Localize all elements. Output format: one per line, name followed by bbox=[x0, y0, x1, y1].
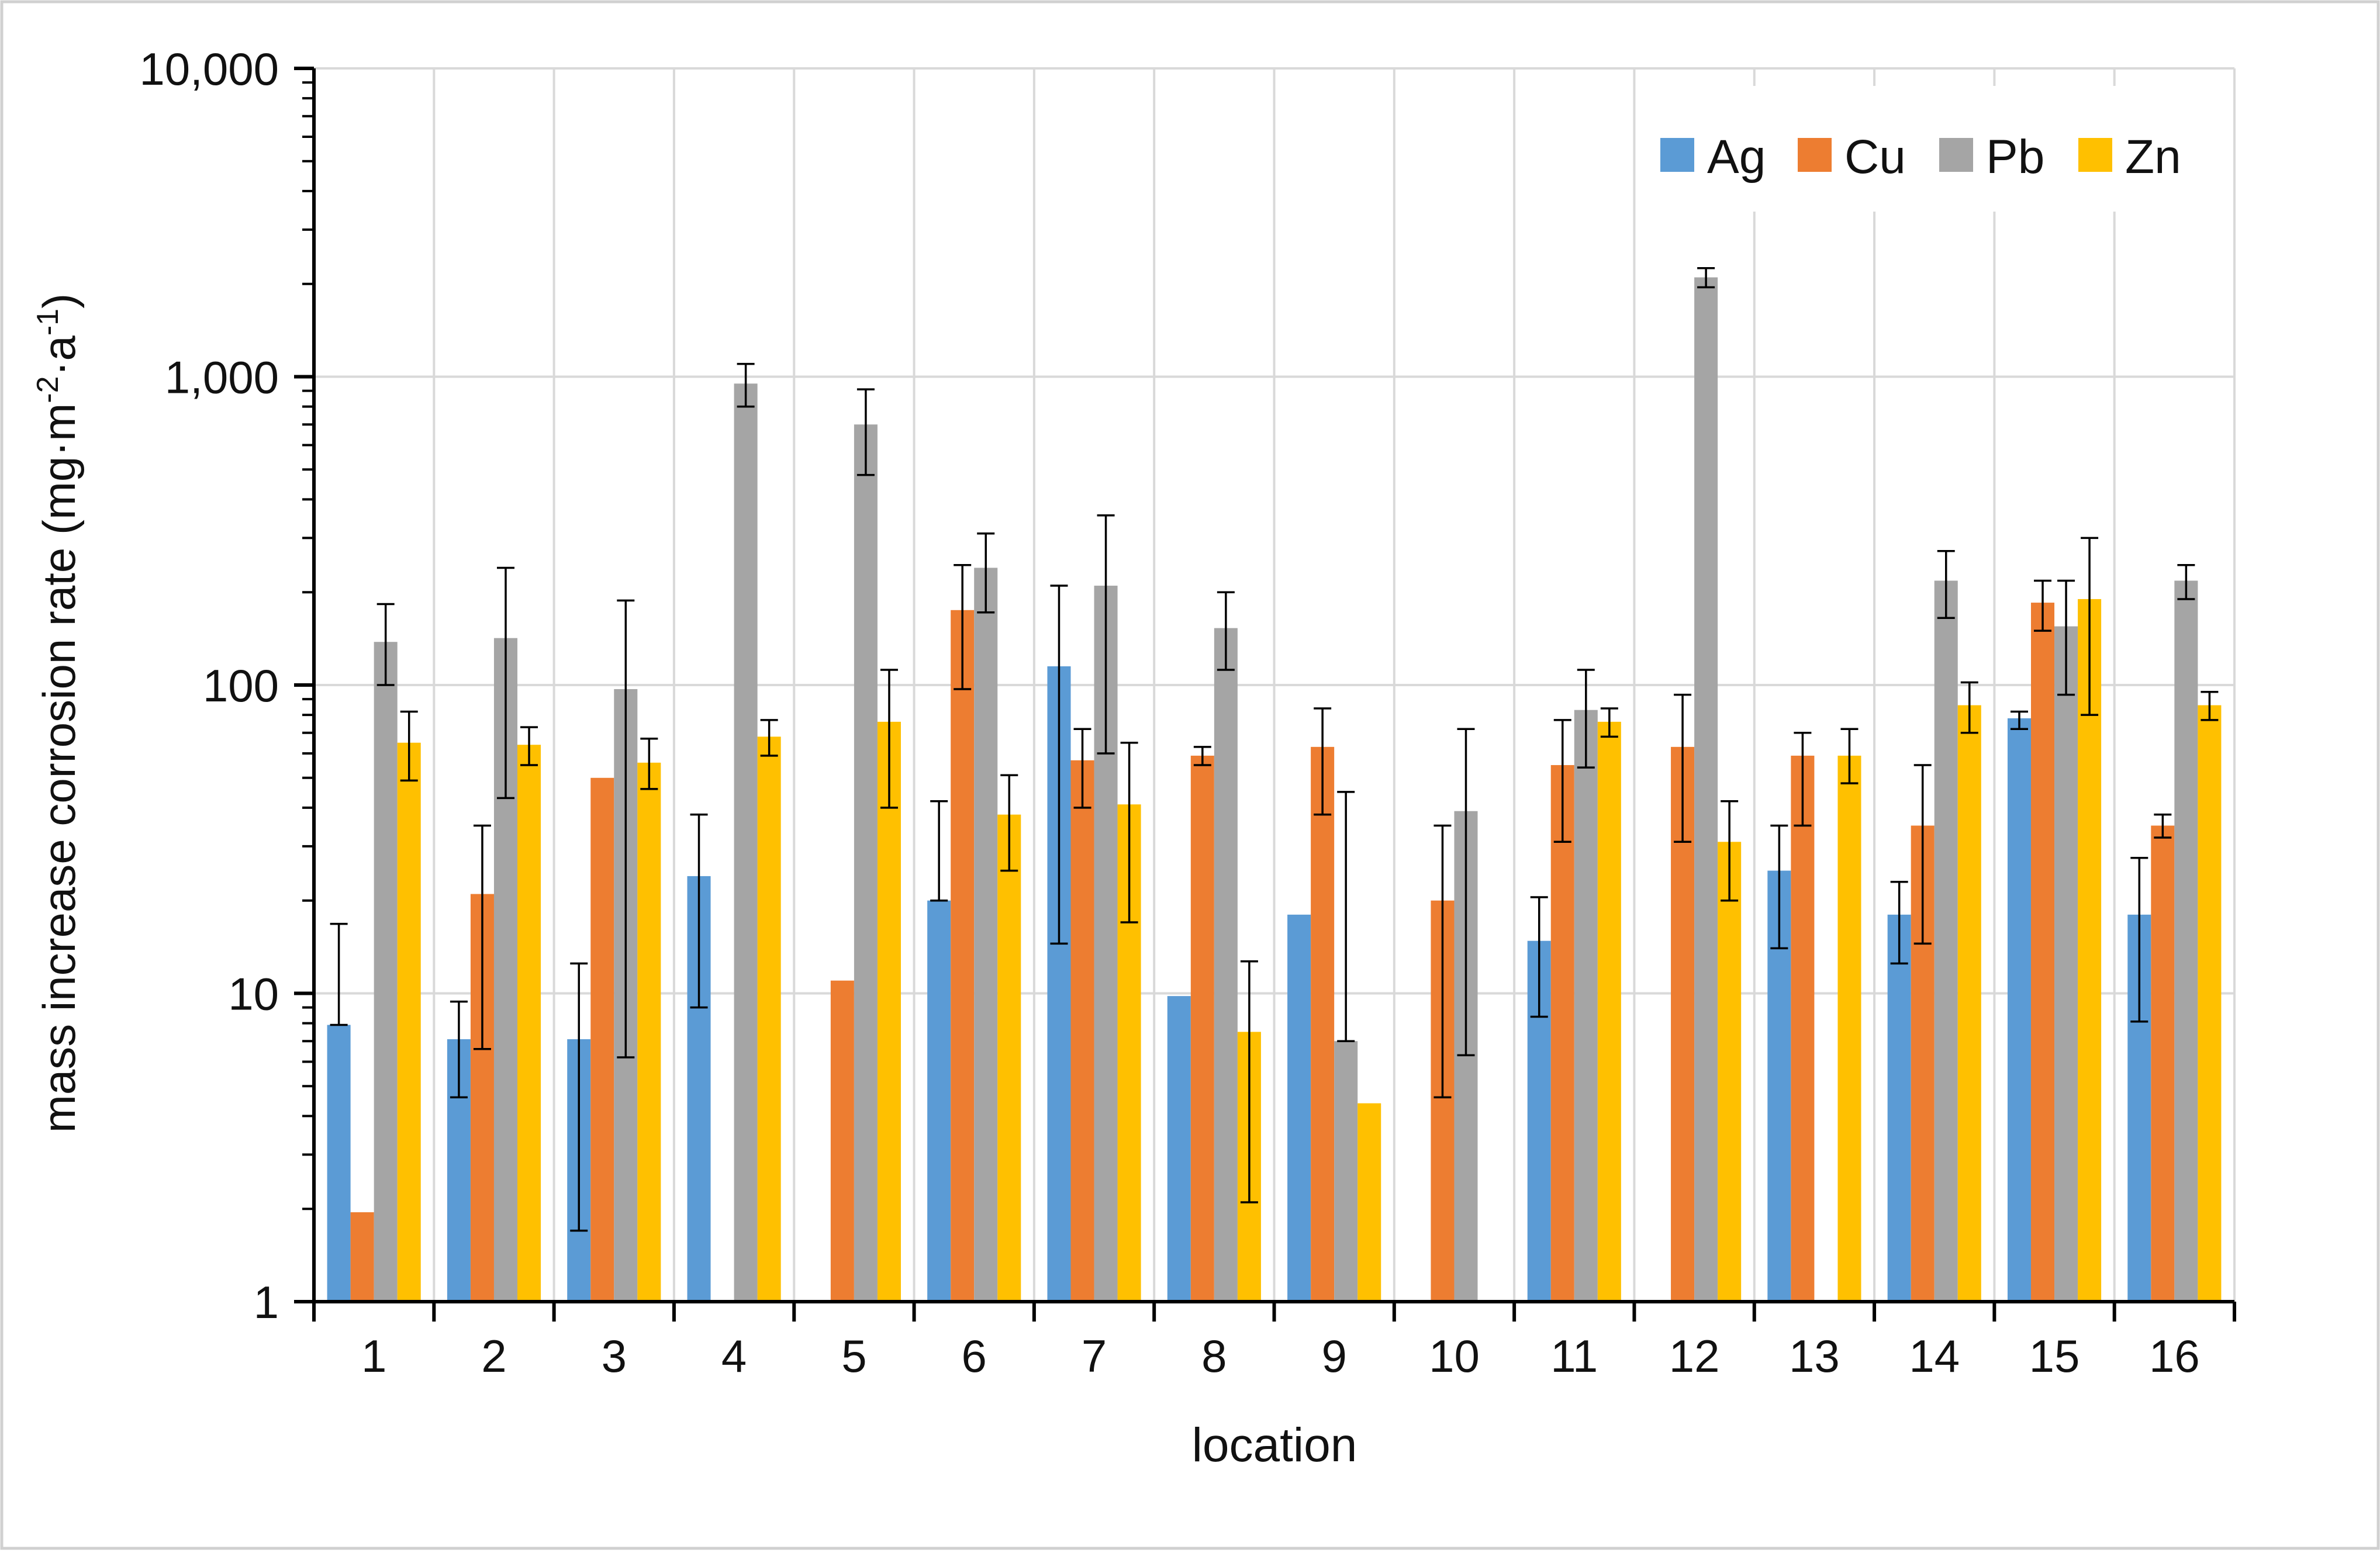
x-tick-label: 10 bbox=[1429, 1330, 1480, 1382]
x-tick-label: 16 bbox=[2149, 1330, 2200, 1382]
bars bbox=[327, 277, 2222, 1302]
bar-zn bbox=[397, 742, 421, 1302]
bar-cu bbox=[1190, 755, 1214, 1302]
legend-swatch-ag bbox=[1660, 138, 1694, 172]
bar-ag bbox=[2007, 718, 2031, 1302]
bar-cu bbox=[830, 980, 854, 1302]
legend-label-cu: Cu bbox=[1844, 130, 1906, 184]
x-tick-label: 2 bbox=[481, 1330, 506, 1382]
legend-label-pb: Pb bbox=[1986, 130, 2044, 184]
bar-pb bbox=[734, 383, 758, 1302]
bar-cu bbox=[1311, 746, 1335, 1302]
bar-cu bbox=[1791, 755, 1815, 1302]
bar-cu bbox=[350, 1212, 374, 1302]
bar-zn bbox=[1957, 705, 1981, 1302]
bar-cu bbox=[1550, 765, 1574, 1302]
bar-zn bbox=[757, 736, 781, 1302]
x-tick-label: 13 bbox=[1789, 1330, 1840, 1382]
x-tick-label: 12 bbox=[1669, 1330, 1720, 1382]
bar-pb bbox=[374, 642, 398, 1302]
y-tick-label: 10,000 bbox=[139, 43, 279, 95]
y-tick-label: 1 bbox=[254, 1277, 279, 1328]
legend-swatch-zn bbox=[2078, 138, 2112, 172]
x-tick-label: 5 bbox=[841, 1330, 866, 1382]
y-tick-label: 10 bbox=[228, 969, 279, 1020]
bar-pb bbox=[974, 568, 998, 1302]
bar-cu bbox=[590, 777, 614, 1302]
bar-pb bbox=[1334, 1041, 1358, 1302]
legend-label-zn: Zn bbox=[2125, 130, 2181, 184]
bar-zn bbox=[637, 762, 661, 1302]
y-tick-label: 100 bbox=[203, 660, 279, 711]
bar-zn bbox=[2198, 705, 2222, 1302]
bar-pb bbox=[1214, 628, 1238, 1302]
x-tick-label: 6 bbox=[962, 1330, 987, 1382]
bar-zn bbox=[1357, 1103, 1381, 1302]
bar-cu bbox=[1070, 760, 1094, 1302]
bar-cu bbox=[951, 610, 975, 1302]
x-tick-label: 3 bbox=[602, 1330, 627, 1382]
bar-pb bbox=[1934, 580, 1958, 1302]
bar-ag bbox=[327, 1025, 351, 1302]
x-tick-label: 1 bbox=[361, 1330, 386, 1382]
bar-zn bbox=[1837, 755, 1861, 1302]
error-bars bbox=[330, 267, 2219, 1232]
bar-pb bbox=[854, 424, 878, 1302]
bar-pb bbox=[2174, 580, 2198, 1302]
bar-zn bbox=[2078, 599, 2102, 1302]
x-tick-label: 7 bbox=[1082, 1330, 1107, 1382]
bar-pb bbox=[1574, 710, 1598, 1302]
legend-swatch-pb bbox=[1939, 138, 1973, 172]
y-tick-label: 1,000 bbox=[165, 352, 279, 403]
bar-ag bbox=[927, 900, 951, 1302]
bar-cu bbox=[2030, 603, 2055, 1302]
bar-cu bbox=[2151, 825, 2175, 1302]
x-tick-label: 9 bbox=[1321, 1330, 1346, 1382]
bar-zn bbox=[517, 745, 541, 1302]
x-tick-label: 15 bbox=[2029, 1330, 2080, 1382]
bar-zn bbox=[877, 721, 901, 1302]
bar-ag bbox=[1287, 914, 1311, 1302]
bar-zn bbox=[1597, 721, 1621, 1302]
y-axis-label: mass increase corrosion rate (mg·m-2·a-1… bbox=[31, 293, 85, 1133]
x-tick-label: 11 bbox=[1550, 1330, 1598, 1382]
y-axis-title: mass increase corrosion rate (mg·m-2·a-1… bbox=[31, 293, 85, 1133]
legend: Ag Cu Pb Zn bbox=[1640, 86, 2217, 212]
x-axis-label: location bbox=[1192, 1419, 1357, 1472]
x-tick-label: 4 bbox=[721, 1330, 747, 1382]
bar-zn bbox=[1718, 842, 1742, 1302]
legend-swatch-cu bbox=[1798, 138, 1832, 172]
x-tick-label: 14 bbox=[1909, 1330, 1960, 1382]
bar-zn bbox=[997, 814, 1021, 1302]
bar-pb bbox=[2054, 626, 2078, 1302]
x-tick-label: 8 bbox=[1201, 1330, 1227, 1382]
bar-pb bbox=[1694, 277, 1718, 1302]
bar-ag bbox=[1887, 914, 1911, 1302]
bar-ag bbox=[1167, 996, 1191, 1302]
legend-label-ag: Ag bbox=[1707, 130, 1766, 184]
legend-background bbox=[1640, 86, 2217, 212]
